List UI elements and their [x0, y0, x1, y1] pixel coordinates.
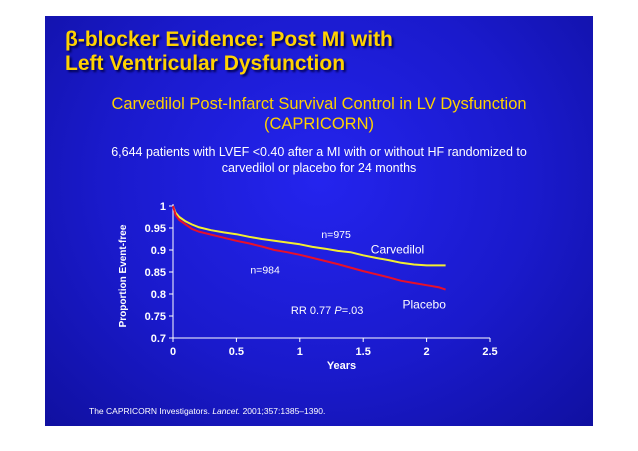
y-tick-label: 0.7 — [151, 333, 166, 345]
study-description: 6,644 patients with LVEF <0.40 after a M… — [45, 144, 593, 176]
slide: β-blocker Evidence: Post MI with Left Ve… — [45, 16, 593, 426]
description-line-2: carvedilol or placebo for 24 months — [221, 161, 417, 175]
y-tick-label: 1 — [160, 201, 166, 213]
survival-chart: 1 0.95 0.9 0.85 0.8 0.75 0.7 0 0.5 1 1.5 2 2.5 Years P… — [118, 201, 498, 372]
placebo-n-label: n=984 — [250, 264, 280, 276]
beta-symbol: β — [65, 28, 78, 51]
citation-authors: The CAPRICORN Investigators. — [89, 406, 210, 416]
y-tick-label: 0.85 — [145, 267, 166, 279]
citation-journal: Lancet. — [212, 406, 241, 416]
title-line-1: -blocker Evidence: Post MI with — [77, 28, 393, 51]
y-tick-label: 0.9 — [151, 245, 166, 257]
x-axis-label: Years — [327, 360, 356, 372]
x-tick-label: 2 — [424, 346, 430, 358]
y-tick-label: 0.95 — [145, 223, 166, 235]
slide-title: β-blocker Evidence: Post MI with Left Ve… — [65, 28, 585, 76]
carvedilol-series-label: Carvedilol — [371, 243, 424, 257]
series-line-carvedilol — [172, 205, 446, 267]
x-tick-label: 2.5 — [482, 346, 497, 358]
rr-annotation: RR 0.77 P=.03 — [291, 305, 363, 317]
y-tick-label: 0.75 — [145, 311, 166, 323]
placebo-series-label: Placebo — [403, 298, 447, 312]
slide-subtitle: Carvedilol Post-Infarct Survival Control… — [45, 94, 593, 134]
p-value: =.03 — [342, 305, 364, 317]
x-tick-label: 1.5 — [356, 346, 371, 358]
series-line-placebo — [172, 205, 446, 291]
citation: The CAPRICORN Investigators. Lancet. 200… — [89, 406, 325, 416]
x-tick-label: 1 — [297, 346, 303, 358]
description-line-1: 6,644 patients with LVEF <0.40 after a M… — [111, 145, 527, 159]
title-line-2: Left Ventricular Dysfunction — [65, 52, 346, 75]
rr-value: RR 0.77 — [291, 305, 334, 317]
x-tick-label: 0 — [170, 346, 176, 358]
subtitle-line-2: (CAPRICORN) — [264, 115, 374, 133]
x-tick-label: 0.5 — [229, 346, 244, 358]
subtitle-line-1: Carvedilol Post-Infarct Survival Control… — [111, 95, 527, 113]
y-tick-label: 0.8 — [151, 289, 166, 301]
citation-details: 2001;357:1385–1390. — [242, 406, 326, 416]
y-axis-label: Proportion Event-free — [118, 224, 129, 327]
carvedilol-n-label: n=975 — [321, 229, 351, 241]
p-label: P — [334, 305, 342, 317]
